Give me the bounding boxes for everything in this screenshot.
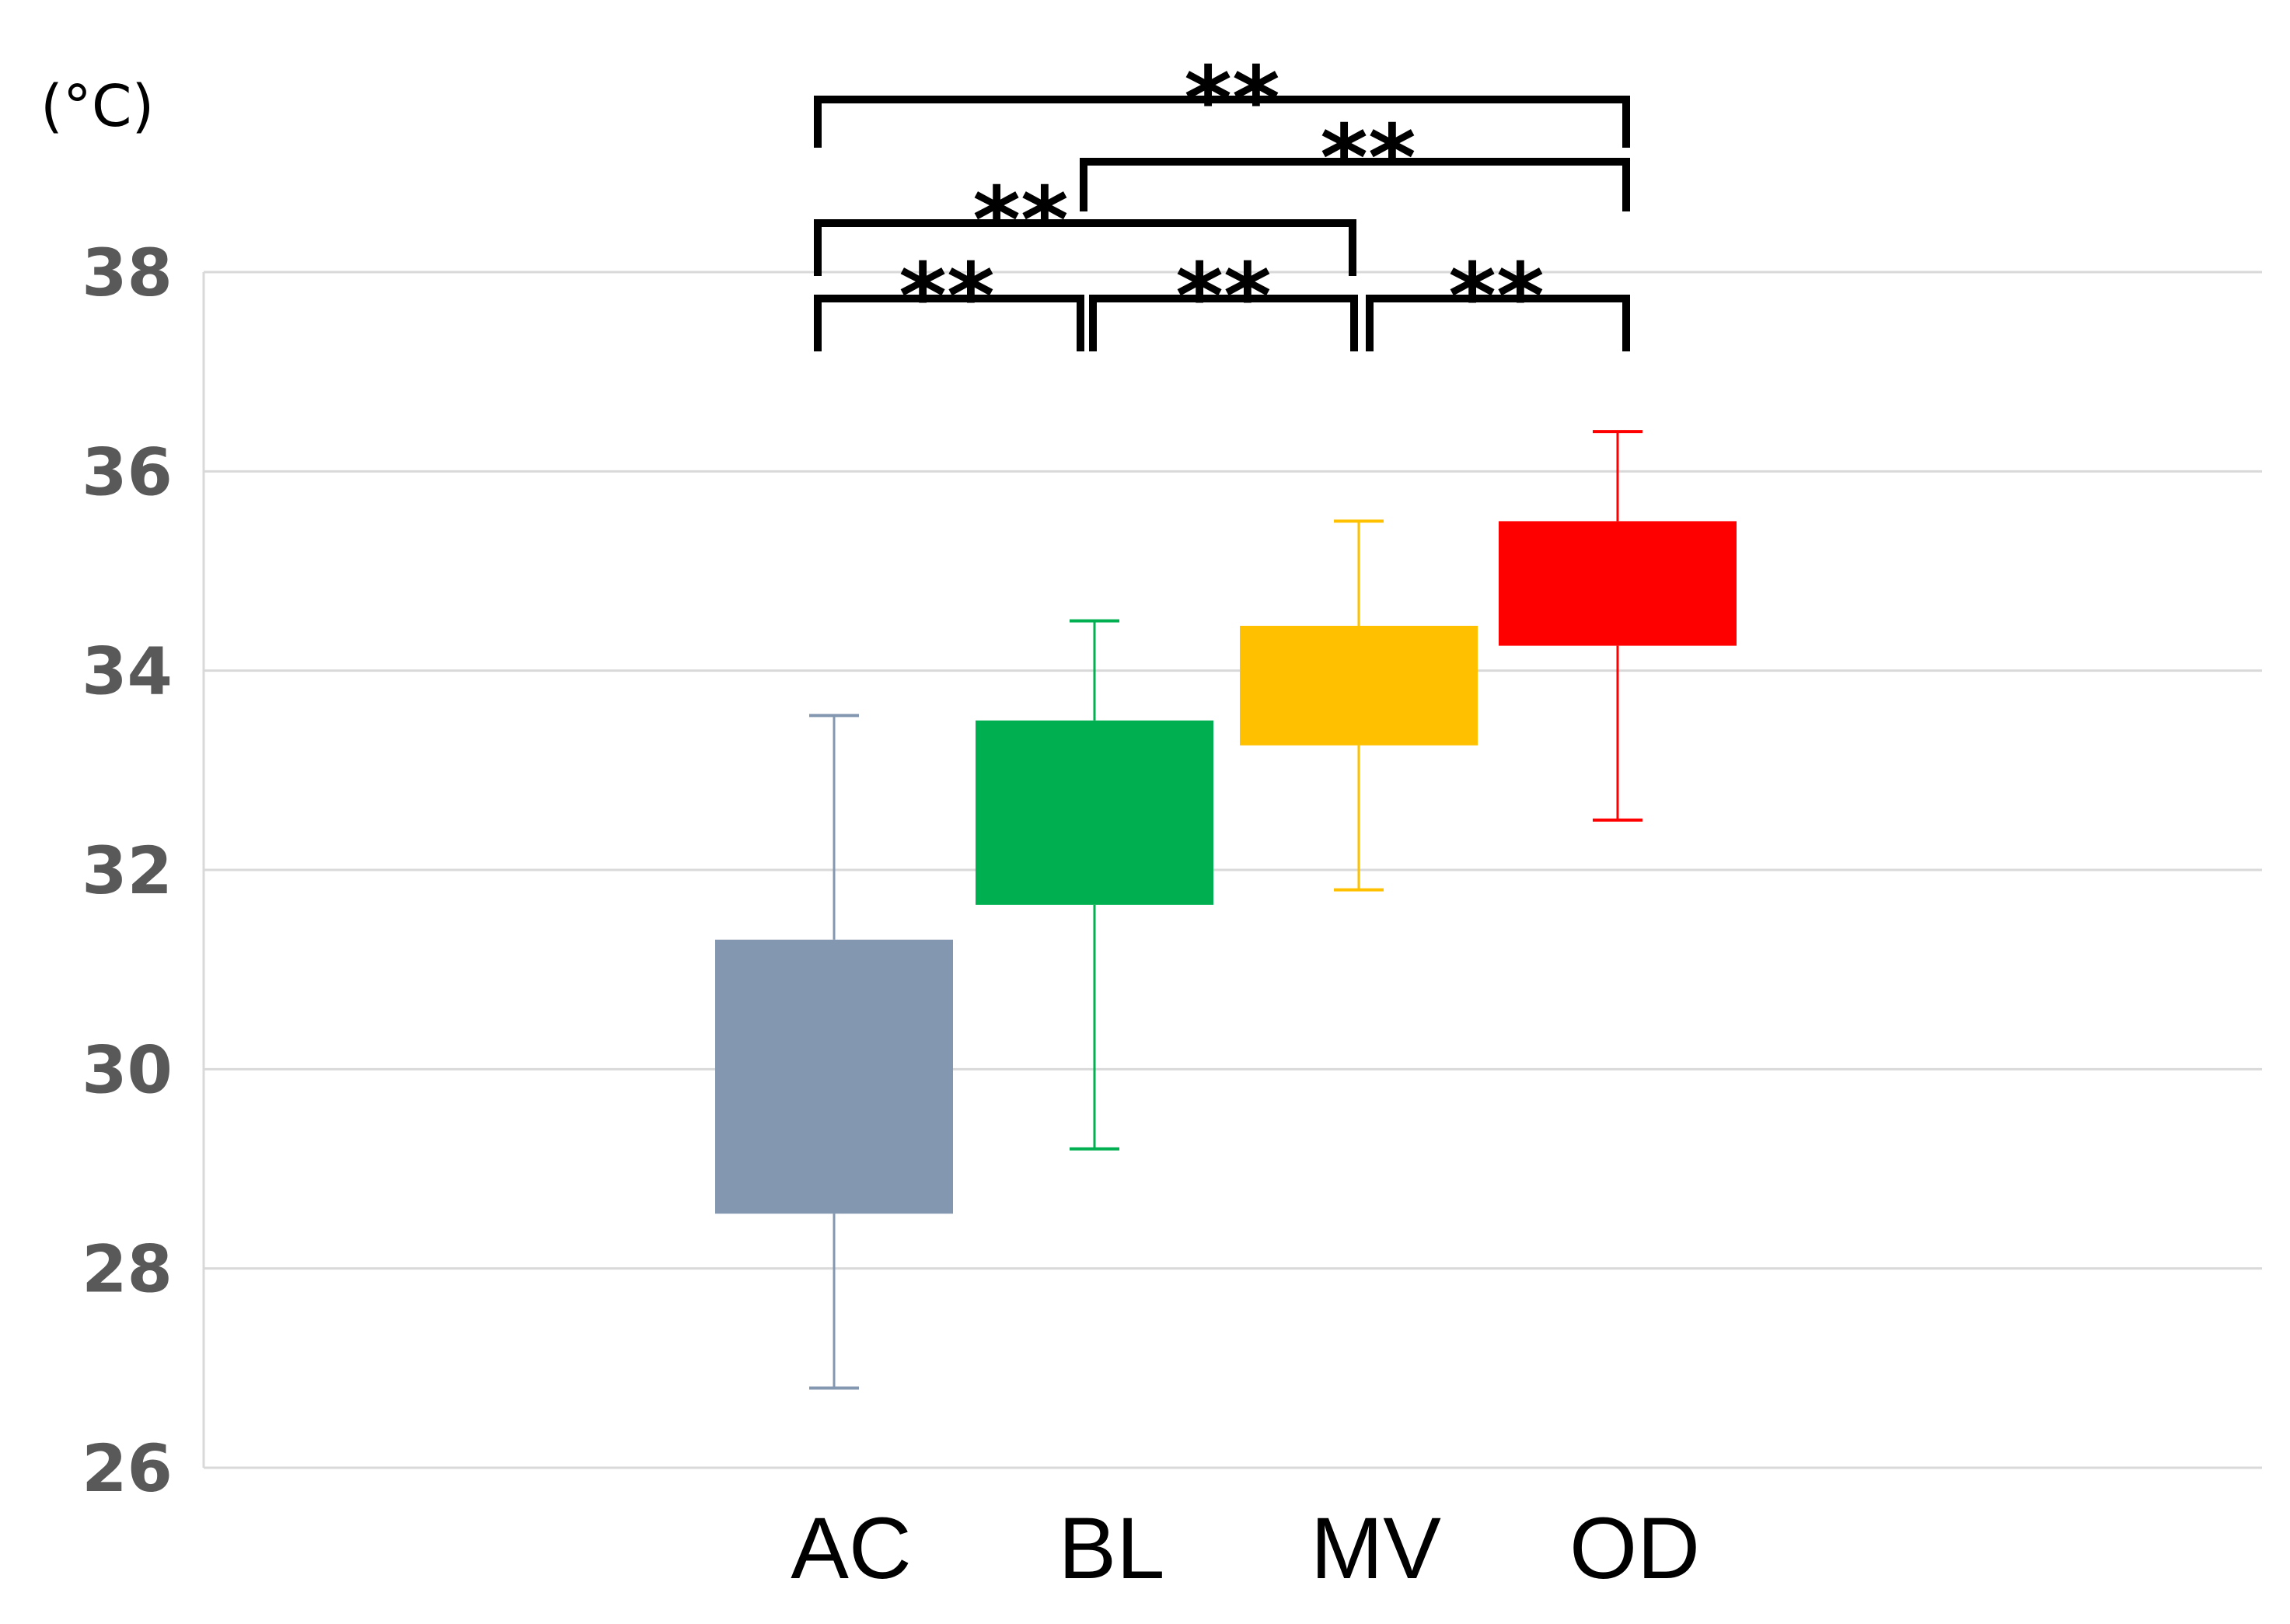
box-iqr [1240, 625, 1478, 746]
x-tick-label-mv: MV [1311, 1500, 1441, 1597]
bracket-line [814, 96, 1630, 148]
x-tick-label-od: OD [1569, 1500, 1700, 1597]
significance-label: ** [1184, 46, 1279, 153]
bracket-line [1366, 295, 1630, 351]
y-tick-label: 28 [82, 1231, 173, 1308]
y-tick-label: 30 [82, 1032, 173, 1108]
box-iqr [1499, 521, 1737, 646]
x-tick-label-bl: BL [1059, 1500, 1165, 1597]
significance-bracket-ac-mv: ** [814, 166, 1356, 276]
significance-label: ** [972, 166, 1068, 274]
box-iqr [715, 939, 953, 1214]
significance-label: ** [899, 243, 994, 350]
y-tick-label: 32 [82, 833, 173, 909]
x-tick-label-ac: AC [791, 1500, 912, 1597]
box-iqr [976, 720, 1213, 905]
significance-bracket-mv-od: ** [1366, 243, 1630, 351]
box-mv [1240, 519, 1478, 892]
significance-bracket-bl-od: ** [1080, 104, 1630, 211]
significance-label: ** [1320, 104, 1416, 211]
significance-label: ** [1175, 243, 1271, 350]
bracket-line [1080, 158, 1630, 211]
box-od [1499, 430, 1737, 822]
significance-label: ** [1448, 243, 1544, 350]
y-tick-label: 26 [82, 1430, 173, 1507]
significance-bracket-ac-od: ** [814, 46, 1630, 153]
box-bl [976, 619, 1213, 1151]
bracket-line [1089, 295, 1358, 351]
y-tick-label: 36 [82, 434, 173, 510]
significance-bracket-bl-mv: ** [1089, 243, 1358, 351]
y-tick-label: 38 [82, 235, 173, 311]
y-axis-unit-label: (°C) [40, 73, 154, 140]
box-ac [715, 714, 953, 1390]
y-tick-label: 34 [82, 634, 173, 710]
significance-bracket-ac-bl: ** [814, 243, 1084, 351]
bracket-line [814, 295, 1084, 351]
bracket-line [814, 219, 1356, 276]
